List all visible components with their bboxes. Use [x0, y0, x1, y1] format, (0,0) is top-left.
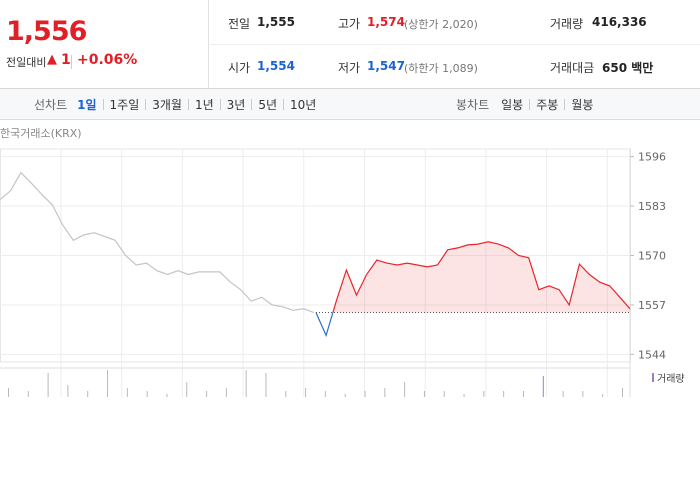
- stat-note: (상한가 2,020): [404, 18, 478, 31]
- volume-bar: [582, 391, 584, 397]
- stat-label: 고가: [338, 17, 361, 31]
- tab-separator: [102, 99, 104, 110]
- volume-bar: [344, 394, 346, 397]
- volume-bar: [27, 391, 29, 397]
- stat-label: 전일: [228, 17, 251, 31]
- volume-bar: [285, 391, 287, 397]
- stat-note: (하한가 1,089): [404, 62, 478, 75]
- y-tick-label: 1557: [638, 299, 666, 312]
- current-price: 1,556: [6, 16, 87, 47]
- volume-bar: [483, 391, 485, 397]
- price-line: [316, 241, 631, 313]
- volume-bar: [47, 373, 49, 397]
- price-line: [0, 171, 315, 314]
- volume-bar: [166, 394, 168, 397]
- price-area: [332, 241, 630, 313]
- tab[interactable]: 일봉: [501, 98, 524, 112]
- volume-bar: [186, 382, 188, 397]
- change: 1: [61, 52, 71, 68]
- volume-bar: [206, 391, 208, 397]
- legend-swatch: [652, 373, 654, 382]
- tab-separator: [219, 99, 221, 110]
- stat-label: 시가: [228, 61, 251, 75]
- stat-value: 1,547: [367, 59, 405, 73]
- volume-bar: [443, 391, 445, 397]
- divider: [208, 0, 209, 88]
- volume-bar: [67, 385, 69, 397]
- line-tabs: 선차트 1일 1주일 3개월 1년 3년 5년 10년: [34, 96, 316, 113]
- volume-bar: [364, 391, 366, 397]
- volume-bar: [602, 394, 604, 397]
- tab-separator: [145, 99, 147, 110]
- volume-bar: [542, 376, 544, 397]
- tab-group-label: 선차트: [34, 98, 68, 112]
- stat-label: 거래대금: [550, 61, 595, 75]
- stat-label: 거래량: [550, 17, 584, 31]
- change-label: 전일대비: [6, 56, 47, 69]
- tab[interactable]: 1주일: [109, 98, 140, 112]
- tab[interactable]: 10년: [290, 98, 317, 112]
- volume-bar: [522, 391, 524, 397]
- tab[interactable]: 1년: [194, 98, 214, 112]
- tab[interactable]: 3개월: [152, 98, 182, 112]
- tab[interactable]: 3년: [226, 98, 246, 112]
- tab-separator: [283, 99, 285, 110]
- tab[interactable]: 1일: [77, 98, 97, 112]
- volume-bar: [384, 388, 386, 397]
- stat-value: 650 백만: [602, 61, 654, 75]
- stat-value: 1,554: [257, 59, 295, 73]
- chart: 한국거래소(KRX) 1596 1583 1570 1557 1544 거래량: [0, 127, 685, 397]
- volume-bar: [622, 388, 623, 397]
- tab[interactable]: 주봉: [536, 98, 559, 112]
- volume-bar: [107, 370, 109, 397]
- volume-bar: [562, 391, 564, 397]
- y-tick-label: 1544: [638, 348, 666, 361]
- stat-value: 1,555: [257, 15, 295, 29]
- tab[interactable]: 월봉: [571, 98, 594, 112]
- stat-label: 저가: [338, 61, 361, 75]
- chart-source: 한국거래소(KRX): [0, 127, 82, 140]
- volume-bar: [265, 373, 267, 397]
- quote-header: [0, 0, 700, 89]
- divider: [71, 55, 72, 69]
- y-tick-label: 1570: [638, 250, 666, 263]
- candle-tabs: 봉차트 일봉 주봉 월봉: [456, 96, 593, 113]
- tab-separator: [251, 99, 253, 110]
- volume-bar: [146, 391, 148, 397]
- y-tick-label: 1583: [638, 200, 666, 213]
- volume-bar: [87, 391, 89, 397]
- divider: [210, 44, 700, 45]
- volume-bar: [324, 391, 326, 397]
- volume-bar: [225, 388, 227, 397]
- tab-separator: [529, 99, 531, 110]
- stat-value: 416,336: [592, 15, 647, 29]
- volume-bar: [305, 388, 307, 397]
- volume-bar: [245, 370, 247, 397]
- legend-label: 거래량: [657, 373, 685, 385]
- volume-bar: [126, 388, 128, 397]
- tab[interactable]: 5년: [258, 98, 278, 112]
- volume-bar: [8, 388, 9, 397]
- stat-value: 1,574: [367, 15, 405, 29]
- tab-bar: [0, 89, 700, 120]
- volume-bar: [463, 394, 465, 397]
- volume-bar: [423, 391, 425, 397]
- change-arrow: ▲: [47, 52, 57, 67]
- change-percent: +0.06%: [77, 52, 138, 68]
- y-tick-label: 1596: [638, 151, 666, 164]
- tab-group-label: 봉차트: [456, 98, 490, 112]
- volume-bar: [404, 382, 406, 397]
- tab-separator: [187, 99, 189, 110]
- volume-bar: [503, 391, 505, 397]
- tab-separator: [564, 99, 566, 110]
